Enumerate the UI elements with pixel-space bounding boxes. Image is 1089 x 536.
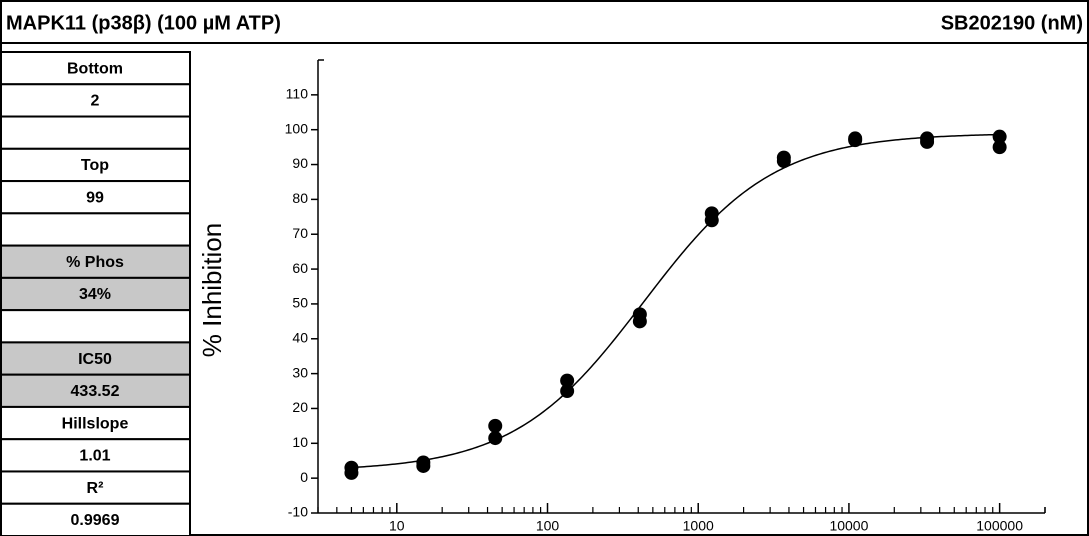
y-tick-label: 40 <box>292 329 308 345</box>
data-point <box>992 129 1007 144</box>
cell-text: 2 <box>91 93 100 110</box>
x-tick-label: 100 <box>536 518 560 534</box>
table-cell <box>0 405 191 441</box>
y-tick-label: 60 <box>292 260 308 276</box>
y-tick-label: 80 <box>292 190 308 206</box>
cell-text: Hillslope <box>62 415 129 432</box>
table-cell <box>0 244 191 279</box>
data-point <box>488 418 503 433</box>
compound: SB202190 (nM) <box>941 12 1083 34</box>
cell-text: R² <box>87 480 104 497</box>
data-point <box>992 140 1007 155</box>
x-tick-label: 100000 <box>976 518 1023 534</box>
table-cell <box>0 276 191 312</box>
title: MAPK11 (p38β) (100 µM ATP) <box>6 12 281 34</box>
cell-text: IC50 <box>78 351 112 368</box>
table-cell <box>0 341 191 376</box>
cell-text: Bottom <box>67 60 123 77</box>
table-cell <box>0 373 191 408</box>
cell-text: 99 <box>86 189 104 206</box>
data-point <box>560 373 575 388</box>
x-tick-label: 10 <box>389 518 405 534</box>
data-point <box>416 458 431 473</box>
table-spacer <box>0 115 191 150</box>
table-cell <box>0 502 191 536</box>
y-tick-label: 110 <box>286 86 309 102</box>
cell-text: 0.9969 <box>71 512 120 529</box>
data-point <box>488 431 503 446</box>
y-tick-label: -10 <box>288 504 308 520</box>
x-tick-label: 1000 <box>683 518 714 534</box>
data-point <box>344 465 359 480</box>
x-tick-label: 10000 <box>829 518 868 534</box>
y-tick-label: 50 <box>292 295 308 311</box>
data-point <box>560 384 575 399</box>
data-point <box>632 314 647 329</box>
y-axis-label: % Inhibition <box>197 223 227 357</box>
y-tick-label: 20 <box>292 399 308 415</box>
table-cell <box>0 83 191 118</box>
data-point <box>848 133 863 148</box>
table-cell <box>0 147 191 183</box>
y-tick-label: 30 <box>292 364 308 380</box>
table-cell <box>0 180 191 215</box>
cell-text: 1.01 <box>79 448 110 465</box>
table-cell <box>0 470 191 505</box>
fit-curve <box>351 133 1000 469</box>
cell-text: % Phos <box>66 254 124 271</box>
y-tick-label: 0 <box>300 469 308 485</box>
y-tick-label: 10 <box>292 434 308 450</box>
y-tick-label: 100 <box>285 120 309 136</box>
table-spacer <box>0 212 191 247</box>
table-cell <box>0 51 191 86</box>
data-point <box>776 154 791 169</box>
table-cell <box>0 438 191 473</box>
cell-text: 34% <box>79 286 111 303</box>
data-point <box>920 134 935 149</box>
data-point <box>704 213 719 228</box>
y-tick-label: 70 <box>292 225 308 241</box>
table-spacer <box>0 309 191 344</box>
cell-text: 433.52 <box>71 383 120 400</box>
y-tick-label: 90 <box>292 155 308 171</box>
cell-text: Top <box>81 157 109 174</box>
